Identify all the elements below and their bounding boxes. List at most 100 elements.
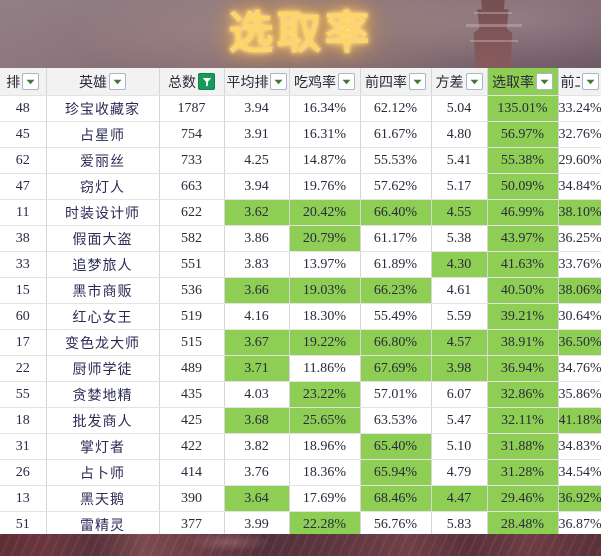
cell-hero[interactable]: 厨师学徒 xyxy=(46,355,160,382)
cell-pick[interactable]: 31.28% xyxy=(487,459,559,486)
cell-win[interactable]: 19.22% xyxy=(289,329,361,356)
cell-var[interactable]: 4.30 xyxy=(431,251,488,278)
cell-win[interactable]: 13.97% xyxy=(289,251,361,278)
cell-hero[interactable]: 黑市商贩 xyxy=(46,277,160,304)
cell-top2[interactable]: 33.24% xyxy=(558,95,601,122)
cell-total[interactable]: 489 xyxy=(159,355,225,382)
column-header-hero[interactable]: 英雄 xyxy=(46,68,160,96)
cell-rank[interactable]: 15 xyxy=(0,277,47,304)
cell-top2[interactable]: 38.10% xyxy=(558,199,601,226)
cell-hero[interactable]: 爱丽丝 xyxy=(46,147,160,174)
cell-avgrank[interactable]: 3.91 xyxy=(224,121,290,148)
cell-var[interactable]: 4.61 xyxy=(431,277,488,304)
cell-win[interactable]: 20.42% xyxy=(289,199,361,226)
cell-win[interactable]: 18.96% xyxy=(289,433,361,460)
cell-var[interactable]: 5.10 xyxy=(431,433,488,460)
cell-top2[interactable]: 30.64% xyxy=(558,303,601,330)
cell-total[interactable]: 663 xyxy=(159,173,225,200)
table-row[interactable]: 45 占星师 754 3.91 16.31% 61.67% 4.80 56.97% 32.76% xyxy=(0,121,601,148)
cell-win[interactable]: 16.34% xyxy=(289,95,361,122)
cell-total[interactable]: 582 xyxy=(159,225,225,252)
cell-var[interactable]: 4.80 xyxy=(431,121,488,148)
cell-total[interactable]: 551 xyxy=(159,251,225,278)
filter-button-total[interactable] xyxy=(198,73,215,90)
cell-avgrank[interactable]: 3.83 xyxy=(224,251,290,278)
cell-var[interactable]: 4.47 xyxy=(431,485,488,512)
column-header-top4[interactable]: 前四率 xyxy=(360,68,432,96)
cell-pick[interactable]: 56.97% xyxy=(487,121,559,148)
cell-pick[interactable]: 39.21% xyxy=(487,303,559,330)
cell-win[interactable]: 18.30% xyxy=(289,303,361,330)
cell-top4[interactable]: 62.12% xyxy=(360,95,432,122)
table-row[interactable]: 22 厨师学徒 489 3.71 11.86% 67.69% 3.98 36.94% 34.76… xyxy=(0,355,601,382)
cell-total[interactable]: 519 xyxy=(159,303,225,330)
cell-hero[interactable]: 珍宝收藏家 xyxy=(46,95,160,122)
table-row[interactable]: 11 时装设计师 622 3.62 20.42% 66.40% 4.55 46.99% 38.1… xyxy=(0,199,601,226)
cell-top2[interactable]: 41.18% xyxy=(558,407,601,434)
cell-top2[interactable]: 32.76% xyxy=(558,121,601,148)
cell-top4[interactable]: 63.53% xyxy=(360,407,432,434)
cell-pick[interactable]: 28.48% xyxy=(487,511,559,538)
cell-top4[interactable]: 66.23% xyxy=(360,277,432,304)
cell-pick[interactable]: 32.11% xyxy=(487,407,559,434)
cell-pick[interactable]: 55.38% xyxy=(487,147,559,174)
cell-top2[interactable]: 33.76% xyxy=(558,251,601,278)
cell-rank[interactable]: 33 xyxy=(0,251,47,278)
cell-total[interactable]: 414 xyxy=(159,459,225,486)
cell-top4[interactable]: 65.94% xyxy=(360,459,432,486)
cell-rank[interactable]: 11 xyxy=(0,199,47,226)
cell-rank[interactable]: 38 xyxy=(0,225,47,252)
cell-top4[interactable]: 57.01% xyxy=(360,381,432,408)
cell-avgrank[interactable]: 3.76 xyxy=(224,459,290,486)
cell-win[interactable]: 23.22% xyxy=(289,381,361,408)
table-row[interactable]: 47 窃灯人 663 3.94 19.76% 57.62% 5.17 50.09% 34.84% xyxy=(0,173,601,200)
cell-win[interactable]: 25.65% xyxy=(289,407,361,434)
cell-hero[interactable]: 时装设计师 xyxy=(46,199,160,226)
cell-win[interactable]: 19.03% xyxy=(289,277,361,304)
cell-hero[interactable]: 假面大盗 xyxy=(46,225,160,252)
cell-var[interactable]: 5.38 xyxy=(431,225,488,252)
cell-rank[interactable]: 18 xyxy=(0,407,47,434)
cell-top4[interactable]: 61.17% xyxy=(360,225,432,252)
cell-var[interactable]: 5.17 xyxy=(431,173,488,200)
filter-button-var[interactable] xyxy=(465,73,483,90)
cell-pick[interactable]: 135.01% xyxy=(487,95,559,122)
cell-avgrank[interactable]: 3.66 xyxy=(224,277,290,304)
column-header-total[interactable]: 总数 xyxy=(159,68,225,96)
filter-button-top2[interactable] xyxy=(582,73,599,90)
cell-avgrank[interactable]: 4.03 xyxy=(224,381,290,408)
cell-total[interactable]: 1787 xyxy=(159,95,225,122)
column-header-pick[interactable]: 选取率 xyxy=(487,68,559,96)
cell-top4[interactable]: 61.89% xyxy=(360,251,432,278)
cell-hero[interactable]: 追梦旅人 xyxy=(46,251,160,278)
cell-top2[interactable]: 36.87% xyxy=(558,511,601,538)
cell-top2[interactable]: 36.25% xyxy=(558,225,601,252)
filter-button-avgrank[interactable] xyxy=(269,73,287,90)
cell-hero[interactable]: 红心女王 xyxy=(46,303,160,330)
cell-hero[interactable]: 黑天鹅 xyxy=(46,485,160,512)
column-header-top2[interactable]: 前二率 xyxy=(558,68,601,96)
cell-avgrank[interactable]: 3.94 xyxy=(224,173,290,200)
table-row[interactable]: 38 假面大盗 582 3.86 20.79% 61.17% 5.38 43.97% 36.25… xyxy=(0,225,601,252)
table-row[interactable]: 55 贪婪地精 435 4.03 23.22% 57.01% 6.07 32.86% 35.86… xyxy=(0,381,601,408)
cell-avgrank[interactable]: 4.16 xyxy=(224,303,290,330)
cell-var[interactable]: 6.07 xyxy=(431,381,488,408)
cell-total[interactable]: 422 xyxy=(159,433,225,460)
cell-hero[interactable]: 雷精灵 xyxy=(46,511,160,538)
cell-rank[interactable]: 47 xyxy=(0,173,47,200)
cell-hero[interactable]: 占卜师 xyxy=(46,459,160,486)
cell-var[interactable]: 3.98 xyxy=(431,355,488,382)
table-row[interactable]: 62 爱丽丝 733 4.25 14.87% 55.53% 5.41 55.38% 29.60% xyxy=(0,147,601,174)
cell-rank[interactable]: 22 xyxy=(0,355,47,382)
cell-var[interactable]: 5.59 xyxy=(431,303,488,330)
cell-pick[interactable]: 50.09% xyxy=(487,173,559,200)
cell-pick[interactable]: 46.99% xyxy=(487,199,559,226)
cell-avgrank[interactable]: 3.64 xyxy=(224,485,290,512)
cell-hero[interactable]: 变色龙大师 xyxy=(46,329,160,356)
cell-top2[interactable]: 29.60% xyxy=(558,147,601,174)
cell-avgrank[interactable]: 3.94 xyxy=(224,95,290,122)
cell-hero[interactable]: 窃灯人 xyxy=(46,173,160,200)
cell-top4[interactable]: 55.53% xyxy=(360,147,432,174)
cell-avgrank[interactable]: 4.25 xyxy=(224,147,290,174)
cell-top2[interactable]: 34.54% xyxy=(558,459,601,486)
